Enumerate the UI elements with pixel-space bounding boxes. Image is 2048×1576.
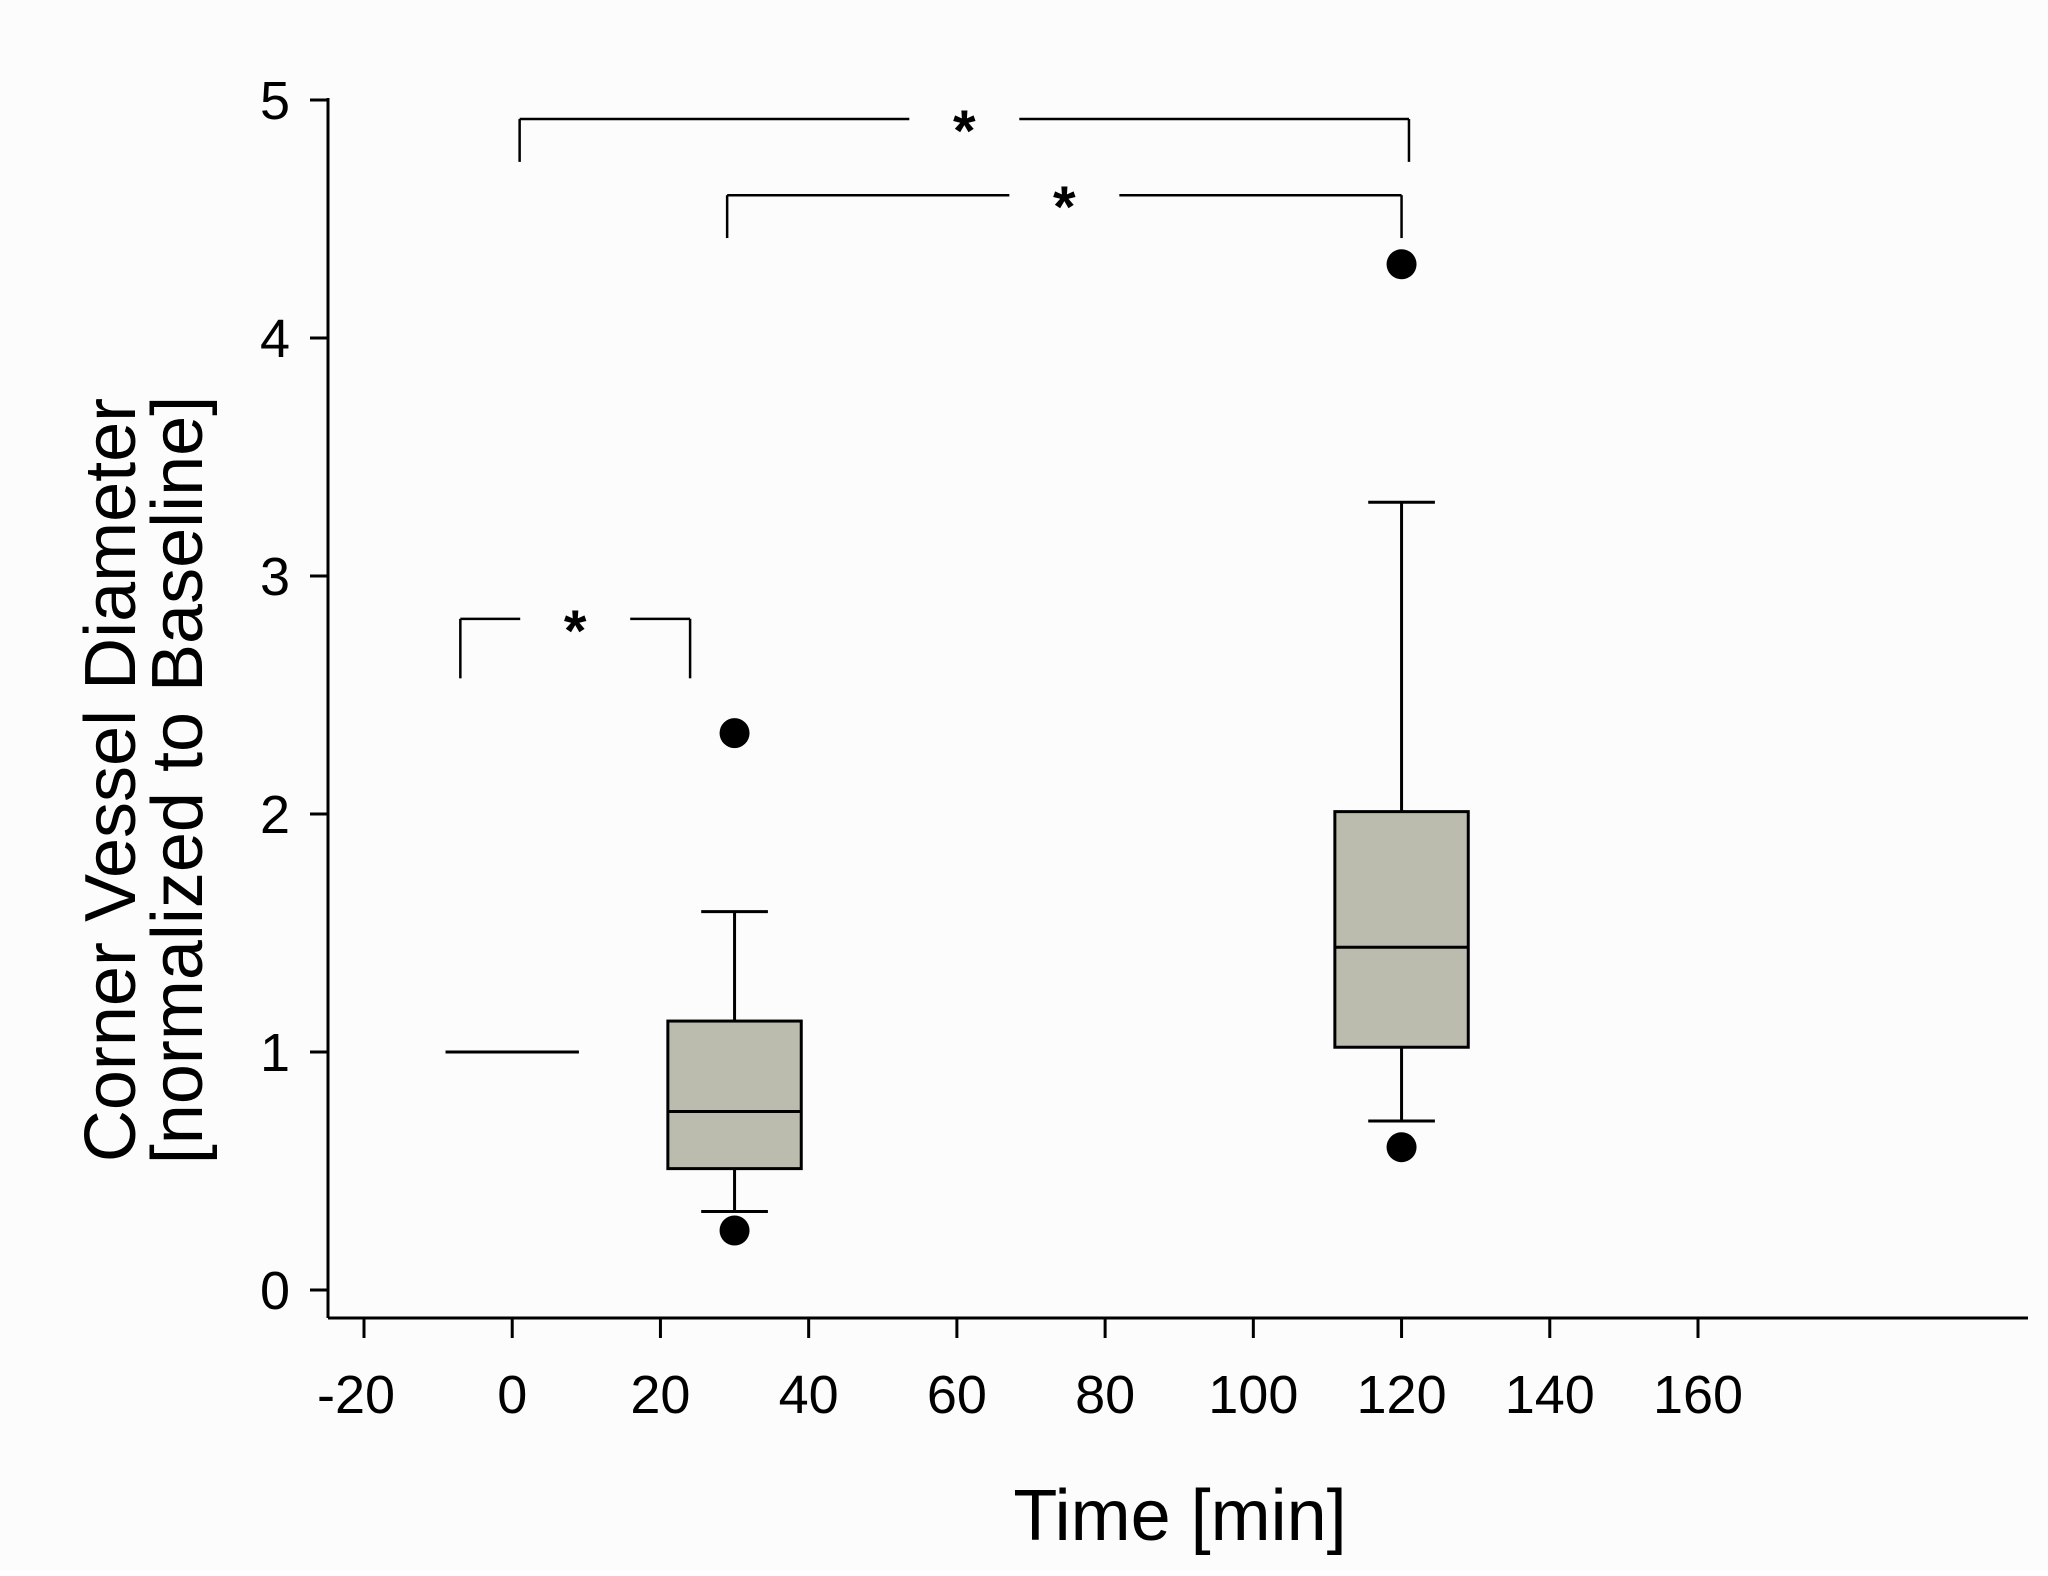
box-iqr [666,1019,803,1171]
x-axis-title: Time [min] [1013,1476,1346,1556]
box-group-120min [1333,249,1470,1163]
box-group-30min [666,718,803,1246]
x-tick-label: -20 [317,1365,395,1425]
significance-bracket: * [518,99,1411,164]
y-tick-label: 4 [260,309,290,369]
x-tick-label: 20 [630,1365,690,1425]
y-tick-label: 1 [260,1023,290,1083]
outlier-point [1386,1132,1417,1163]
x-tick-label: 160 [1653,1365,1743,1425]
y-tick-label: 3 [260,547,290,607]
x-tick-label: 120 [1357,1365,1447,1425]
y-axis-title-line2: [normalized to Baseline] [138,396,218,1164]
x-tick-label: 140 [1505,1365,1595,1425]
y-tick-label: 0 [260,1261,290,1321]
outlier-point [1386,249,1417,280]
x-tick-label: 0 [497,1365,527,1425]
box-iqr [1333,810,1470,1049]
outlier-point [719,718,750,749]
y-tick-label: 5 [260,71,290,131]
significance-star: * [1053,175,1076,240]
x-tick-label: 80 [1075,1365,1135,1425]
y-axis-title-line1: Corner Vessel Diameter [71,398,151,1162]
x-tick-label: 40 [779,1365,839,1425]
y-tick-label: 2 [260,785,290,845]
significance-star: * [953,99,976,164]
significance-bracket: * [725,175,1403,240]
x-tick-label: 60 [927,1365,987,1425]
significance-bracket: * [459,599,692,679]
significance-star: * [564,599,587,664]
x-tick-label: 100 [1208,1365,1298,1425]
outlier-point [719,1215,750,1246]
